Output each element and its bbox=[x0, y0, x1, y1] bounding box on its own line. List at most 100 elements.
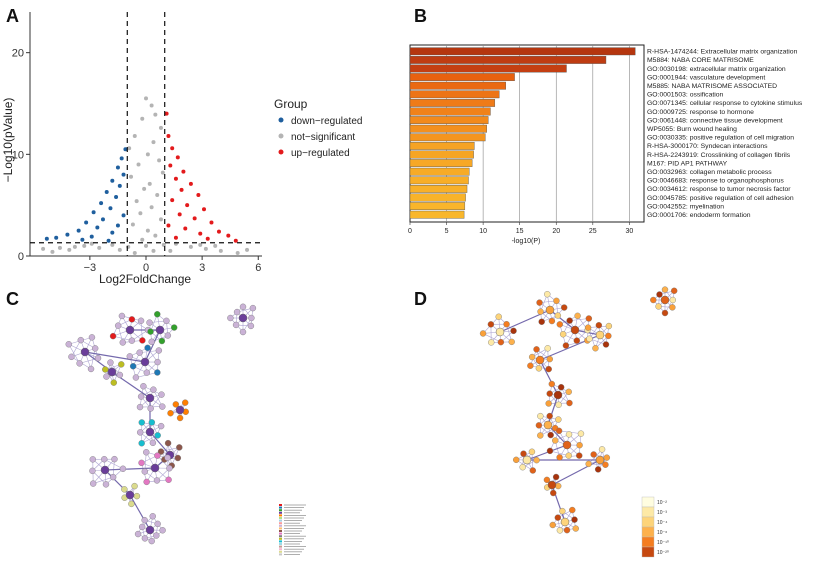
cluster-network-node bbox=[154, 358, 161, 366]
legend-label-up: up−regulated bbox=[291, 148, 350, 159]
point-up-regulated bbox=[183, 226, 188, 231]
pvalue-network-node bbox=[488, 339, 495, 346]
pvalue-network-hub-node bbox=[595, 455, 605, 465]
point-down-regulated bbox=[76, 228, 81, 233]
cluster-network-node bbox=[118, 361, 125, 368]
pvalue-network-node bbox=[548, 317, 556, 325]
enrichment-x-tick-label: 0 bbox=[408, 228, 412, 235]
point-not-significant bbox=[213, 243, 218, 248]
pvalue-network-node bbox=[586, 335, 593, 342]
panel-letter-a: A bbox=[6, 6, 19, 26]
point-down-regulated bbox=[106, 238, 111, 243]
cluster-network-node bbox=[227, 314, 234, 322]
volcano-plot: 0 10 20 −3 0 3 6 Log2FoldChange −Log10(pValue… bbox=[1, 12, 362, 286]
volcano-x-tick-label: 3 bbox=[199, 262, 205, 274]
point-down-regulated bbox=[119, 156, 124, 161]
pvalue-network-node bbox=[533, 346, 540, 353]
point-not-significant bbox=[151, 248, 156, 253]
pvalue-network-node bbox=[556, 527, 564, 534]
cluster-network-hub-node bbox=[150, 463, 160, 473]
point-not-significant bbox=[89, 241, 94, 246]
pvalue-network-node bbox=[585, 315, 593, 322]
cluster-legend-swatch bbox=[279, 522, 282, 525]
volcano-y-tick-label: 10 bbox=[12, 149, 24, 161]
cluster-network-node bbox=[91, 345, 99, 352]
enrichment-bar bbox=[409, 159, 473, 167]
point-down-regulated bbox=[89, 234, 94, 239]
pvalue-network-node bbox=[598, 446, 606, 453]
cluster-network-node bbox=[176, 444, 183, 451]
pvalue-network-node bbox=[538, 318, 545, 325]
pvalue-network-node bbox=[553, 297, 560, 305]
pvalue-network-node bbox=[554, 514, 562, 521]
pvalue-network-node bbox=[590, 451, 597, 458]
volcano-y-label: −Log10(pValue) bbox=[1, 98, 15, 183]
point-not-significant bbox=[149, 205, 154, 210]
pvalue-network-node bbox=[603, 454, 611, 461]
enrichment-x-tick-label: 20 bbox=[552, 228, 560, 235]
cluster-network-node bbox=[174, 454, 182, 462]
pvalue-network-edge bbox=[549, 309, 576, 331]
pvalue-network-node bbox=[560, 304, 568, 311]
cluster-network-node bbox=[159, 527, 166, 534]
enrichment-term-label: R-HSA-2243919: Crosslinking of collagen … bbox=[647, 152, 791, 159]
enrichment-bar bbox=[409, 133, 486, 142]
pvalue-network-hub-node bbox=[535, 355, 545, 365]
legend-label-down: down−regulated bbox=[291, 116, 362, 127]
pvalue-network-node bbox=[656, 291, 663, 298]
point-not-significant bbox=[130, 222, 135, 227]
enrichment-term-label: M5884: NABA CORE MATRISOME bbox=[647, 57, 754, 64]
cluster-network-node bbox=[153, 477, 161, 484]
cluster-network-node bbox=[143, 449, 150, 456]
pvalue-network-hub-node bbox=[660, 295, 670, 305]
pvalue-network-hub-node bbox=[545, 305, 555, 315]
pvalue-network-node bbox=[584, 324, 592, 331]
enrichment-term-label: GO:0046683: response to organophosphorus bbox=[647, 178, 784, 185]
pvalue-network-node bbox=[555, 416, 562, 423]
pvalue-network-node bbox=[669, 304, 676, 311]
enrichment-bar bbox=[409, 176, 469, 185]
cluster-network-node bbox=[239, 328, 247, 336]
pvalue-network-node bbox=[650, 296, 657, 304]
point-not-significant bbox=[168, 248, 173, 253]
cluster-network-node bbox=[137, 393, 145, 400]
point-down-regulated bbox=[123, 147, 128, 152]
cluster-network-node bbox=[154, 432, 161, 439]
point-not-significant bbox=[188, 244, 193, 249]
pvalue-network-node bbox=[510, 327, 517, 335]
pvalue-network-node bbox=[529, 467, 537, 474]
cluster-network-node bbox=[103, 373, 110, 380]
point-not-significant bbox=[132, 250, 137, 255]
pvalue-network-node bbox=[594, 466, 602, 473]
cluster-network-edge bbox=[140, 320, 143, 341]
pvalue-network-node bbox=[547, 431, 554, 439]
point-not-significant bbox=[132, 134, 137, 139]
point-down-regulated bbox=[108, 206, 113, 211]
enrichment-bar bbox=[409, 64, 567, 73]
pvalue-network-node bbox=[487, 321, 495, 328]
point-not-significant bbox=[136, 162, 141, 167]
cluster-network-node bbox=[148, 537, 155, 545]
cluster-network-node bbox=[153, 532, 160, 539]
cluster-network-node bbox=[154, 520, 161, 528]
enrichment-bar bbox=[409, 124, 487, 133]
pvalue-network-edge bbox=[547, 424, 568, 446]
cluster-network-node bbox=[65, 341, 72, 348]
enrichment-bar bbox=[409, 73, 515, 82]
cluster-network-node bbox=[154, 452, 161, 459]
enrichment-bar bbox=[409, 193, 466, 202]
point-not-significant bbox=[97, 245, 102, 250]
point-not-significant bbox=[149, 103, 154, 108]
point-not-significant bbox=[235, 250, 240, 255]
pvalue-network-node bbox=[550, 489, 557, 497]
cluster-network-node bbox=[116, 371, 124, 379]
point-not-significant bbox=[157, 158, 162, 163]
enrichment-bar bbox=[409, 47, 636, 56]
enrichment-bar bbox=[409, 150, 474, 159]
panel-letter-d: D bbox=[414, 289, 427, 309]
cluster-network-hub-node bbox=[107, 367, 117, 377]
cluster-network-node bbox=[147, 328, 154, 335]
point-up-regulated bbox=[198, 231, 203, 236]
point-up-regulated bbox=[205, 236, 210, 241]
